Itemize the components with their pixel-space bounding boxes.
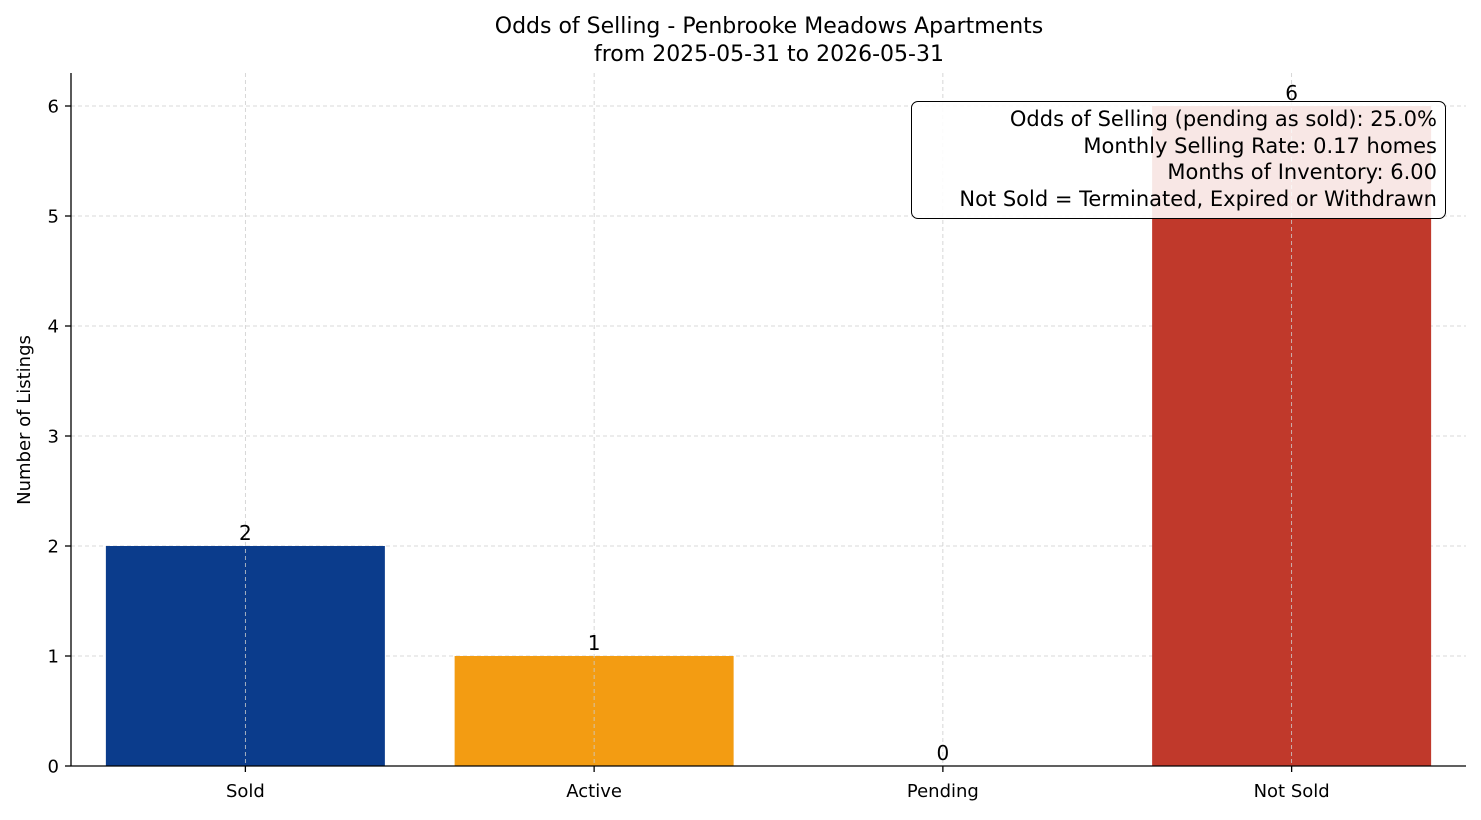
value-label-active: 1 (588, 631, 601, 655)
value-label-not-sold: 6 (1285, 81, 1298, 105)
y-tick-label-4: 4 (48, 317, 59, 338)
value-label-pending: 0 (937, 741, 950, 765)
y-tick-label-0: 0 (48, 757, 59, 778)
x-tick-label-0: Sold (226, 781, 265, 802)
y-tick-label-3: 3 (48, 427, 59, 448)
x-tick-label-1: Active (566, 781, 622, 802)
stats-line-inventory: Months of Inventory: 6.00 (1167, 160, 1437, 184)
stats-line-odds: Odds of Selling (pending as sold): 25.0% (1009, 107, 1437, 131)
value-label-sold: 2 (239, 521, 252, 545)
y-axis-label: Number of Listings (14, 335, 35, 505)
y-tick-label-1: 1 (48, 647, 59, 668)
y-tick-label-6: 6 (48, 97, 59, 118)
stats-line-note: Not Sold = Terminated, Expired or Withdr… (959, 186, 1437, 211)
y-tick-label-5: 5 (48, 207, 59, 228)
chart-subtitle: from 2025-05-31 to 2026-05-31 (594, 42, 944, 67)
stats-line-rate: Monthly Selling Rate: 0.17 homes (1083, 133, 1437, 158)
labels-layer: 0 1 2 3 4 5 6 Sold Active Pending Not Sold 2 1 0 6 (48, 81, 1330, 802)
chart-title: Odds of Selling - Penbrooke Meadows Apar… (495, 14, 1044, 39)
stats-annotation-box: Odds of Selling (pending as sold): 25.0%… (911, 101, 1446, 219)
x-tick-label-3: Not Sold (1254, 781, 1330, 802)
x-tick-label-2: Pending (907, 781, 979, 802)
axes-layer (65, 73, 1466, 772)
y-tick-label-2: 2 (48, 537, 59, 558)
